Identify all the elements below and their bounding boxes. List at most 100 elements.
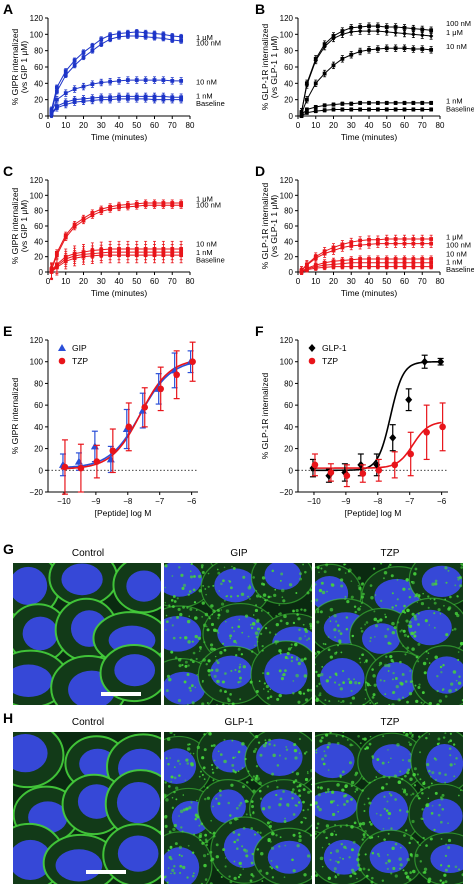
internalized-vesicle [455, 679, 458, 682]
internalized-vesicle [224, 672, 227, 675]
data-point [375, 28, 381, 34]
internalized-vesicle [186, 762, 190, 765]
x-tick-label: 80 [436, 121, 445, 130]
data-point [99, 80, 104, 85]
internalized-vesicle [408, 732, 413, 735]
x-tick-label: 60 [150, 277, 159, 286]
series-line [51, 31, 182, 110]
internalized-vesicle [193, 575, 196, 578]
internalized-vesicle [293, 743, 297, 747]
internalized-vesicle [336, 873, 340, 876]
internalized-vesicle [203, 863, 207, 868]
internalized-vesicle [296, 844, 300, 848]
data-point [393, 46, 398, 51]
internalized-vesicle [229, 821, 233, 825]
internalized-vesicle [164, 876, 165, 879]
internalized-vesicle [379, 618, 383, 622]
internalized-vesicle [342, 857, 344, 860]
internalized-vesicle [388, 704, 391, 705]
x-tick-label: 40 [365, 121, 374, 130]
internalized-vesicle [267, 805, 271, 809]
cell-nucleus [368, 790, 409, 833]
data-point [384, 46, 389, 51]
internalized-vesicle [207, 585, 210, 588]
internalized-vesicle [238, 804, 241, 807]
internalized-vesicle [217, 802, 221, 806]
internalized-vesicle [179, 612, 183, 617]
internalized-vesicle [278, 803, 282, 807]
data-point [99, 97, 104, 102]
internalized-vesicle [269, 595, 272, 598]
x-tick-label: 40 [115, 277, 124, 286]
cell-nucleus [369, 840, 409, 874]
internalized-vesicle [309, 588, 312, 592]
internalized-vesicle [203, 733, 206, 736]
internalized-vesicle [169, 845, 173, 849]
internalized-vesicle [237, 750, 241, 754]
internalized-vesicle [199, 832, 203, 837]
internalized-vesicle [383, 807, 386, 811]
internalized-vesicle [329, 607, 334, 612]
internalized-vesicle [415, 699, 419, 703]
internalized-vesicle [260, 582, 264, 586]
internalized-vesicle [390, 872, 393, 875]
internalized-vesicle [376, 852, 380, 856]
internalized-vesicle [411, 680, 414, 682]
internalized-vesicle [457, 658, 460, 662]
y-tick-label: 20 [284, 445, 293, 454]
internalized-vesicle [175, 786, 179, 790]
series-annotation: Baseline [196, 99, 225, 108]
data-point [393, 107, 398, 112]
internalized-vesicle [198, 574, 202, 579]
data-point [367, 101, 371, 105]
data-point [49, 112, 54, 117]
internalized-vesicle [315, 652, 317, 656]
internalized-vesicle [402, 869, 405, 872]
internalized-vesicle [177, 607, 181, 612]
internalized-vesicle [383, 795, 386, 798]
internalized-vesicle [365, 874, 369, 878]
data-point [134, 204, 139, 208]
panel-h-label-glp1: GLP-1 [224, 717, 254, 728]
internalized-vesicle [402, 790, 407, 794]
internalized-vesicle [217, 616, 220, 620]
internalized-vesicle [358, 657, 361, 660]
internalized-vesicle [283, 614, 287, 619]
internalized-vesicle [411, 792, 415, 796]
internalized-vesicle [201, 615, 204, 618]
internalized-vesicle [389, 642, 392, 645]
internalized-vesicle [333, 870, 336, 873]
internalized-vesicle [236, 838, 240, 842]
internalized-vesicle [249, 879, 253, 883]
internalized-vesicle [326, 788, 330, 791]
internalized-vesicle [294, 804, 297, 807]
internalized-vesicle [396, 579, 399, 581]
internalized-vesicle [447, 740, 450, 743]
internalized-vesicle [242, 785, 246, 789]
internalized-vesicle [366, 834, 369, 837]
internalized-vesicle [190, 762, 194, 767]
cell-nucleus [164, 671, 206, 705]
internalized-vesicle [460, 566, 463, 569]
y-tick-label: 0 [39, 112, 44, 121]
x-tick-label: 60 [150, 121, 159, 130]
internalized-vesicle [385, 782, 388, 786]
internalized-vesicle [297, 661, 301, 666]
internalized-vesicle [255, 604, 257, 607]
internalized-vesicle [171, 806, 175, 810]
internalized-vesicle [415, 655, 419, 659]
internalized-vesicle [222, 848, 226, 852]
data-point [179, 253, 184, 258]
internalized-vesicle [325, 791, 327, 794]
internalized-vesicle [283, 876, 286, 878]
internalized-vesicle [376, 619, 380, 623]
x-tick-label: 60 [400, 277, 409, 286]
data-point [402, 237, 407, 241]
series-1: TZP [308, 356, 446, 488]
internalized-vesicle [187, 593, 191, 596]
internalized-vesicle [363, 809, 366, 812]
internalized-vesicle [236, 847, 239, 850]
internalized-vesicle [254, 608, 259, 613]
internalized-vesicle [239, 676, 242, 680]
internalized-vesicle [242, 868, 244, 870]
